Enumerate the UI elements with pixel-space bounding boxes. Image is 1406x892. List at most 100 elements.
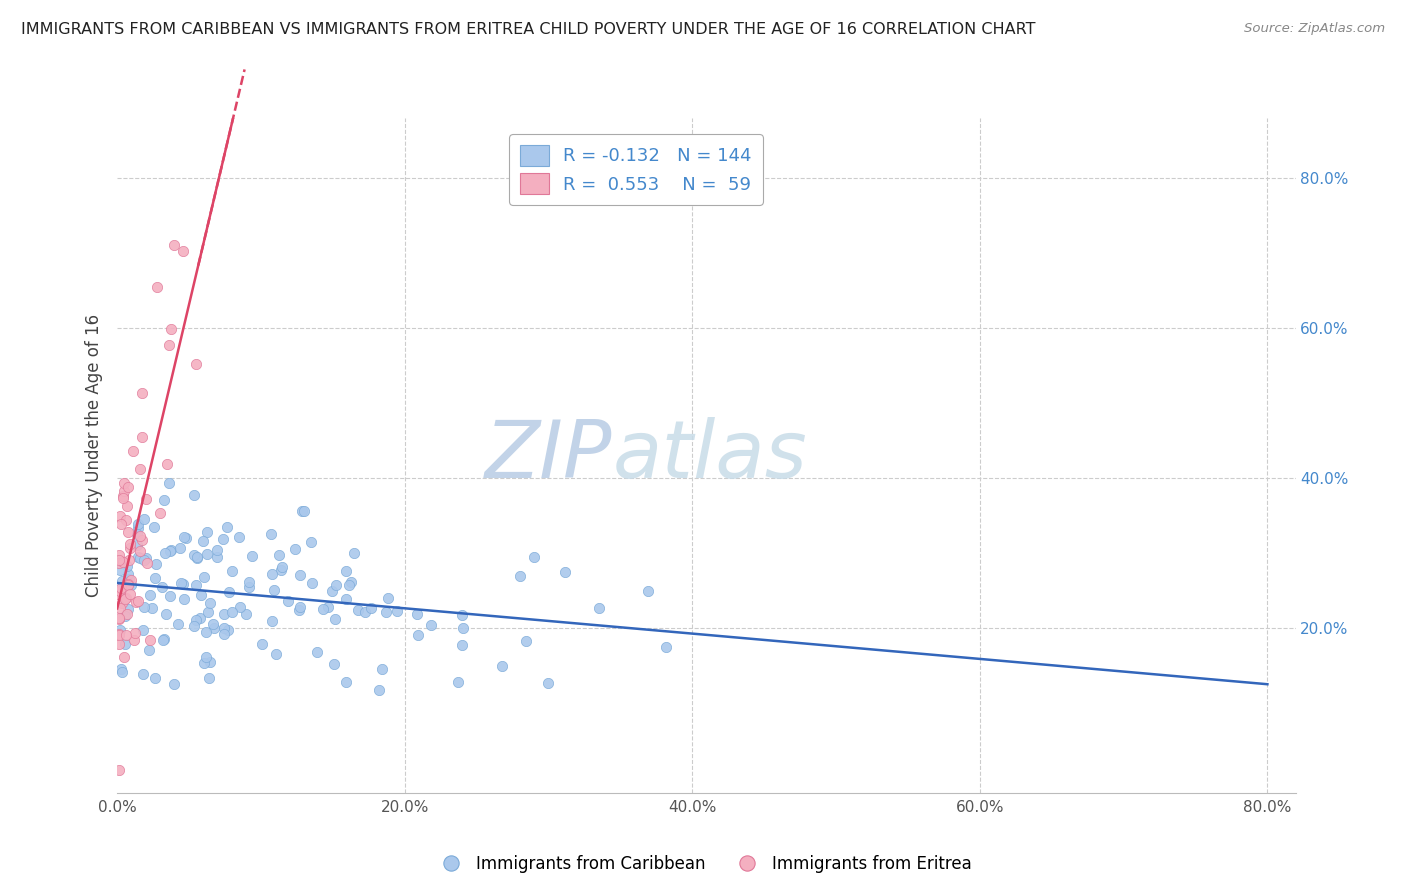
Point [335,591,357,606]
Point [135,491,157,506]
Point [108,588,131,602]
Point [117,572,139,586]
Point [111,489,134,503]
Point [127,516,149,531]
Point [107,611,129,625]
Point [238,580,260,594]
Point [131,386,153,401]
Text: atlas: atlas [613,417,807,494]
Point [120,573,142,587]
Point [149,506,172,520]
Point [115,499,138,513]
Point [195,524,218,539]
Point [347,603,370,617]
Point [145,557,167,571]
Point [451,638,474,652]
Point [156,457,179,471]
Point [132,667,155,681]
Point [186,357,208,371]
Point [353,605,375,619]
Point [118,553,141,567]
Point [125,595,148,609]
Point [112,491,135,505]
Point [115,512,138,526]
Point [260,566,283,581]
Point [451,621,474,635]
Point [335,674,357,689]
Point [301,576,323,591]
Point [163,237,186,252]
Point [406,607,429,622]
Point [406,627,429,641]
Point [184,578,207,592]
Point [146,280,169,294]
Point [515,634,537,648]
Point [124,626,146,640]
Point [127,549,149,564]
Point [132,623,155,637]
Point [107,612,129,626]
Point [228,530,250,544]
Point [118,587,141,601]
Point [107,637,129,651]
Point [111,574,134,588]
Point [221,605,243,619]
Point [212,627,235,641]
Y-axis label: Child Poverty Under the Age of 16: Child Poverty Under the Age of 16 [86,314,103,597]
Point [221,564,243,578]
Point [112,483,135,498]
Point [127,521,149,535]
Point [173,530,195,544]
Point [131,430,153,444]
Point [129,551,152,566]
Point [184,613,207,627]
Point [229,600,252,615]
Point [136,556,159,570]
Point [288,599,311,614]
Point [554,566,576,580]
Point [112,649,135,664]
Point [143,671,166,685]
Point [325,578,347,592]
Legend: Immigrants from Caribbean, Immigrants from Eritrea: Immigrants from Caribbean, Immigrants fr… [427,848,979,880]
Point [132,512,155,526]
Point [288,568,311,582]
Point [125,526,148,541]
Legend: R = -0.132   N = 144, R =  0.553    N =  59: R = -0.132 N = 144, R = 0.553 N = 59 [509,134,762,205]
Point [451,608,474,623]
Point [193,656,215,670]
Point [138,643,160,657]
Point [117,524,139,539]
Point [107,553,129,567]
Point [159,590,181,604]
Text: Source: ZipAtlas.com: Source: ZipAtlas.com [1244,22,1385,36]
Point [172,244,194,259]
Point [111,596,134,610]
Point [132,600,155,615]
Point [322,657,344,671]
Point [129,529,152,543]
Point [108,623,131,637]
Point [205,543,228,558]
Point [374,605,396,619]
Point [152,633,174,648]
Point [107,628,129,642]
Point [183,619,205,633]
Point [217,624,239,638]
Point [139,588,162,602]
Point [170,575,193,590]
Point [159,544,181,558]
Point [294,504,316,518]
Point [111,665,134,679]
Point [240,549,263,563]
Point [235,607,257,621]
Point [120,578,142,592]
Point [110,662,132,676]
Point [312,601,335,615]
Point [367,682,389,697]
Point [186,550,208,565]
Point [202,621,225,635]
Point [305,644,328,658]
Point [172,577,194,591]
Point [201,617,224,632]
